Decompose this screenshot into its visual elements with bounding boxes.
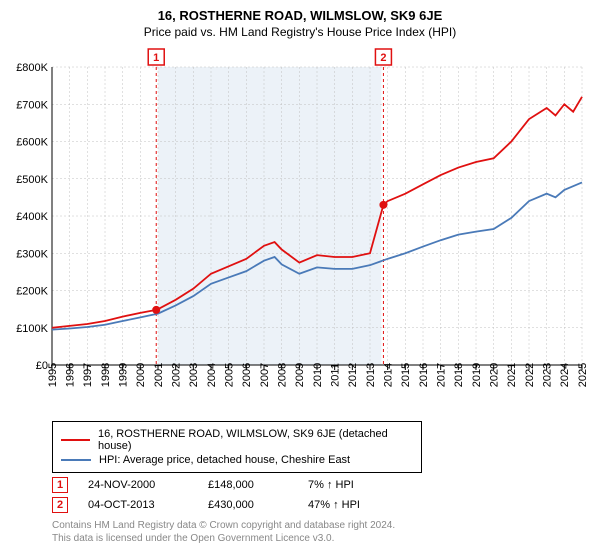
legend: 16, ROSTHERNE ROAD, WILMSLOW, SK9 6JE (d… bbox=[52, 421, 422, 473]
svg-text:2016: 2016 bbox=[418, 363, 430, 387]
svg-text:£800K: £800K bbox=[16, 62, 48, 74]
svg-text:2024: 2024 bbox=[559, 363, 571, 387]
svg-text:1: 1 bbox=[153, 52, 159, 64]
svg-text:2005: 2005 bbox=[224, 363, 236, 387]
event-marker: 1 bbox=[52, 477, 68, 493]
legend-row: HPI: Average price, detached house, Ches… bbox=[61, 454, 413, 466]
svg-text:£400K: £400K bbox=[16, 211, 48, 223]
legend-label: HPI: Average price, detached house, Ches… bbox=[99, 454, 350, 466]
event-date: 04-OCT-2013 bbox=[88, 499, 188, 511]
svg-text:2022: 2022 bbox=[524, 363, 536, 387]
svg-text:2000: 2000 bbox=[135, 363, 147, 387]
svg-text:£100K: £100K bbox=[16, 323, 48, 335]
svg-text:2018: 2018 bbox=[453, 363, 465, 387]
event-date: 24-NOV-2000 bbox=[88, 479, 188, 491]
chart-title: 16, ROSTHERNE ROAD, WILMSLOW, SK9 6JE bbox=[10, 8, 590, 23]
svg-text:2020: 2020 bbox=[489, 363, 501, 387]
svg-text:2007: 2007 bbox=[259, 363, 271, 387]
chart-container: 16, ROSTHERNE ROAD, WILMSLOW, SK9 6JE Pr… bbox=[0, 0, 600, 560]
svg-text:2010: 2010 bbox=[312, 363, 324, 387]
event-price: £430,000 bbox=[208, 499, 288, 511]
svg-text:1996: 1996 bbox=[65, 363, 77, 387]
event-row: 2 04-OCT-2013 £430,000 47% ↑ HPI bbox=[52, 497, 590, 513]
svg-text:2003: 2003 bbox=[188, 363, 200, 387]
event-delta: 7% ↑ HPI bbox=[308, 479, 408, 491]
svg-text:1995: 1995 bbox=[47, 363, 59, 387]
chart-area: £0£100K£200K£300K£400K£500K£600K£700K£80… bbox=[10, 45, 590, 415]
footer-line-2: This data is licensed under the Open Gov… bbox=[52, 532, 572, 545]
event-price: £148,000 bbox=[208, 479, 288, 491]
svg-text:2015: 2015 bbox=[400, 363, 412, 387]
legend-label: 16, ROSTHERNE ROAD, WILMSLOW, SK9 6JE (d… bbox=[98, 428, 413, 452]
svg-text:2017: 2017 bbox=[436, 363, 448, 387]
svg-text:2021: 2021 bbox=[506, 363, 518, 387]
svg-text:2014: 2014 bbox=[383, 363, 395, 387]
svg-text:2025: 2025 bbox=[577, 363, 589, 387]
svg-text:2: 2 bbox=[380, 52, 386, 64]
svg-text:£200K: £200K bbox=[16, 286, 48, 298]
svg-text:£700K: £700K bbox=[16, 99, 48, 111]
legend-swatch bbox=[61, 459, 91, 461]
svg-text:1999: 1999 bbox=[118, 363, 130, 387]
svg-text:2023: 2023 bbox=[542, 363, 554, 387]
svg-text:£600K: £600K bbox=[16, 137, 48, 149]
footer-line-1: Contains HM Land Registry data © Crown c… bbox=[52, 519, 572, 532]
svg-text:£300K: £300K bbox=[16, 248, 48, 260]
footer-text: Contains HM Land Registry data © Crown c… bbox=[52, 519, 572, 545]
svg-text:2019: 2019 bbox=[471, 363, 483, 387]
event-row: 1 24-NOV-2000 £148,000 7% ↑ HPI bbox=[52, 477, 590, 493]
legend-swatch bbox=[61, 439, 90, 441]
svg-text:1997: 1997 bbox=[82, 363, 94, 387]
svg-text:2011: 2011 bbox=[330, 363, 342, 387]
svg-text:2004: 2004 bbox=[206, 363, 218, 387]
event-marker: 2 bbox=[52, 497, 68, 513]
legend-row: 16, ROSTHERNE ROAD, WILMSLOW, SK9 6JE (d… bbox=[61, 428, 413, 452]
svg-text:2012: 2012 bbox=[347, 363, 359, 387]
svg-text:2009: 2009 bbox=[294, 363, 306, 387]
event-delta: 47% ↑ HPI bbox=[308, 499, 408, 511]
chart-subtitle: Price paid vs. HM Land Registry's House … bbox=[10, 25, 590, 39]
svg-text:2013: 2013 bbox=[365, 363, 377, 387]
svg-text:1998: 1998 bbox=[100, 363, 112, 387]
chart-svg: £0£100K£200K£300K£400K£500K£600K£700K£80… bbox=[10, 45, 590, 415]
svg-text:2002: 2002 bbox=[171, 363, 183, 387]
svg-text:2001: 2001 bbox=[153, 363, 165, 387]
event-list: 1 24-NOV-2000 £148,000 7% ↑ HPI 2 04-OCT-2013… bbox=[52, 477, 590, 513]
svg-text:£500K: £500K bbox=[16, 174, 48, 186]
svg-text:2008: 2008 bbox=[277, 363, 289, 387]
svg-text:2006: 2006 bbox=[241, 363, 253, 387]
